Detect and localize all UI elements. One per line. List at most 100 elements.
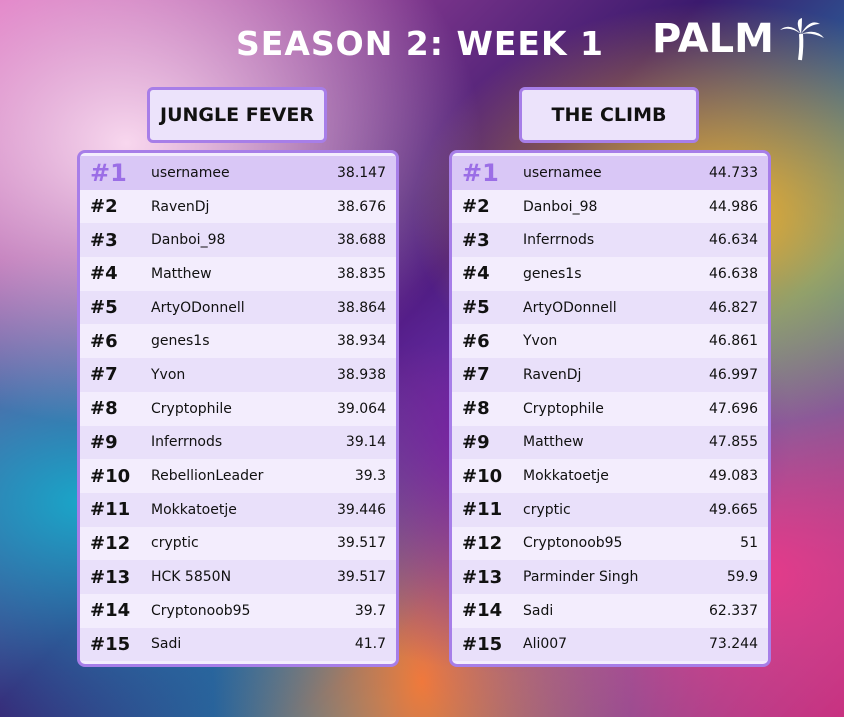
player-name: Matthew — [151, 265, 212, 282]
rank: #10 — [462, 465, 503, 487]
player-name: Matthew — [523, 434, 584, 451]
board-row: #12 cryptic 39.517 — [80, 527, 396, 561]
rank: #14 — [90, 600, 131, 622]
board-row: #5 ArtyODonnell 38.864 — [80, 290, 396, 325]
board-row: #7 Yvon 38.938 — [80, 358, 396, 392]
rank: #3 — [90, 229, 118, 251]
board-row: #3 Inferrnods 46.634 — [452, 223, 768, 258]
player-name: usernamee — [523, 164, 602, 181]
board-row: #15 Ali007 73.244 — [452, 627, 768, 662]
player-name: Inferrnods — [523, 232, 595, 249]
rank: #1 — [462, 158, 499, 187]
player-name: Cryptonoob95 — [523, 535, 623, 552]
board-row: #5 ArtyODonnell 46.827 — [452, 290, 768, 325]
page-title: SEASON 2: WEEK 1 — [236, 24, 604, 63]
score: 38.688 — [337, 232, 386, 249]
player-name: usernamee — [151, 164, 230, 181]
score: 46.827 — [709, 299, 758, 316]
rank: #11 — [462, 499, 503, 521]
player-name: RavenDj — [151, 198, 210, 215]
score: 73.244 — [709, 636, 758, 653]
score: 39.517 — [337, 569, 386, 586]
board-row: #13 HCK 5850N 39.517 — [80, 560, 396, 594]
score: 47.855 — [709, 434, 758, 451]
rank: #7 — [90, 364, 118, 386]
score: 51 — [740, 535, 758, 552]
score: 39.517 — [337, 535, 386, 552]
rank: #2 — [462, 196, 490, 218]
rank: #9 — [462, 431, 490, 453]
player-name: RavenDj — [523, 366, 582, 383]
score: 38.835 — [337, 265, 386, 282]
score: 59.9 — [726, 569, 758, 586]
rank: #12 — [90, 532, 131, 554]
player-name: Sadi — [523, 602, 554, 619]
player-name: ArtyODonnell — [151, 299, 245, 316]
player-name: Mokkatoetje — [151, 501, 237, 518]
score: 44.733 — [709, 164, 758, 181]
palm-icon — [780, 18, 824, 61]
board-row: #14 Sadi 62.337 — [452, 594, 768, 628]
rank: #6 — [90, 330, 118, 352]
player-name: Sadi — [151, 636, 182, 653]
rank: #13 — [90, 566, 131, 588]
rank: #7 — [462, 364, 490, 386]
player-name: cryptic — [523, 501, 571, 518]
board-row: #3 Danboi_98 38.688 — [80, 223, 396, 258]
player-name: HCK 5850N — [151, 569, 232, 586]
player-name: Inferrnods — [151, 434, 223, 451]
score: 44.986 — [709, 198, 758, 215]
rank: #5 — [90, 297, 118, 319]
board-row: #9 Inferrnods 39.14 — [80, 425, 396, 460]
rank: #11 — [90, 499, 131, 521]
score: 62.337 — [709, 602, 758, 619]
score: 39.7 — [354, 602, 386, 619]
rank: #4 — [90, 263, 118, 285]
player-name: Yvon — [151, 366, 186, 383]
board-row: #15 Sadi 41.7 — [80, 627, 396, 662]
player-name: RebellionLeader — [151, 468, 264, 485]
score: 38.938 — [337, 366, 386, 383]
rank: #13 — [462, 566, 503, 588]
board-row: #6 genes1s 38.934 — [80, 324, 396, 358]
board-row: #7 RavenDj 46.997 — [452, 358, 768, 392]
board-title: THE CLIMB — [519, 87, 699, 143]
board-row: #10 Mokkatoetje 49.083 — [452, 459, 768, 493]
player-name: Cryptophile — [151, 400, 232, 417]
score: 38.864 — [337, 299, 386, 316]
board-table: #1 usernamee 38.147 #2 RavenDj 38.676 #3 Danboi… — [77, 150, 399, 668]
rank: #5 — [462, 297, 490, 319]
rank: #2 — [90, 196, 118, 218]
board-row: #4 genes1s 46.638 — [452, 257, 768, 291]
score: 39.14 — [345, 434, 386, 451]
rank: #8 — [462, 398, 490, 420]
player-name: cryptic — [151, 535, 199, 552]
rank: #15 — [462, 633, 503, 655]
rank: #8 — [90, 398, 118, 420]
score: 49.083 — [709, 468, 758, 485]
rank: #15 — [90, 633, 131, 655]
rank: #1 — [90, 158, 127, 187]
board-row: #1 usernamee 44.733 — [452, 156, 768, 190]
player-name: genes1s — [523, 265, 582, 282]
score: 46.634 — [709, 232, 758, 249]
board-row: #9 Matthew 47.855 — [452, 425, 768, 460]
board-row: #14 Cryptonoob95 39.7 — [80, 594, 396, 628]
player-name: Cryptophile — [523, 400, 604, 417]
score: 39.064 — [337, 400, 386, 417]
score: 38.147 — [337, 164, 386, 181]
score: 47.696 — [709, 400, 758, 417]
score: 38.934 — [337, 333, 386, 350]
rank: #3 — [462, 229, 490, 251]
score: 46.638 — [709, 265, 758, 282]
score: 46.997 — [709, 366, 758, 383]
score: 41.7 — [354, 636, 386, 653]
board-row: #4 Matthew 38.835 — [80, 257, 396, 291]
board-row: #8 Cryptophile 47.696 — [452, 392, 768, 426]
board-row: #8 Cryptophile 39.064 — [80, 392, 396, 426]
player-name: Ali007 — [523, 636, 568, 653]
board-row: #2 RavenDj 38.676 — [80, 190, 396, 224]
score: 39.3 — [354, 468, 386, 485]
rank: #9 — [90, 431, 118, 453]
